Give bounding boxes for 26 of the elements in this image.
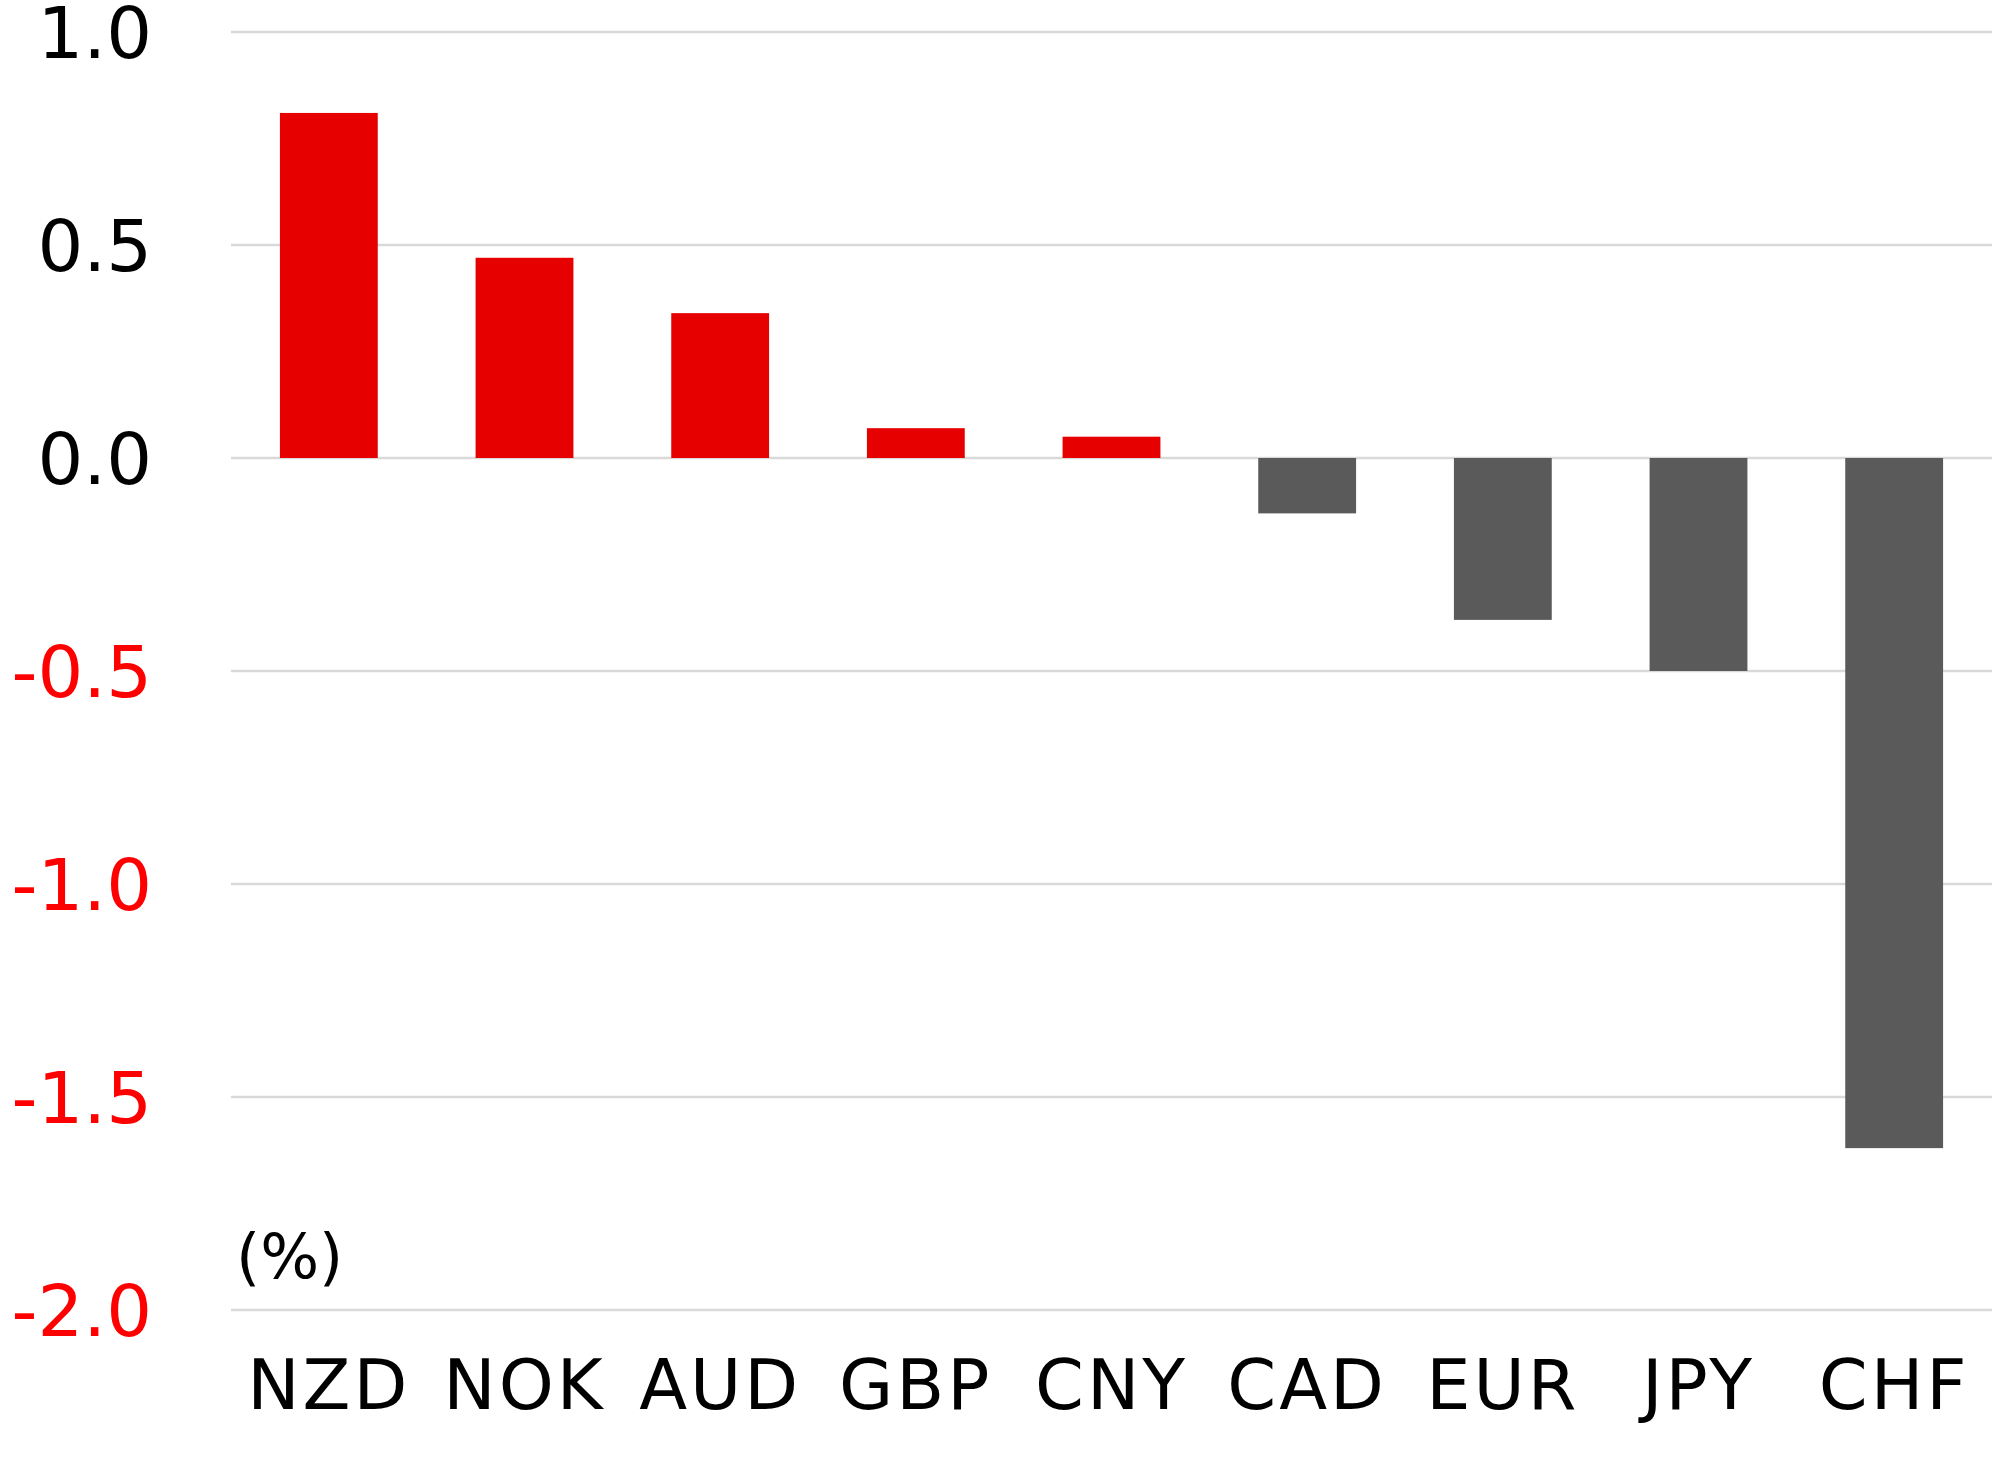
bar [1845, 458, 1944, 1149]
bar [866, 428, 965, 458]
x-tick-label: NZD [247, 1344, 411, 1426]
y-tick-label: 0.5 [37, 203, 152, 288]
x-tick-label: JPY [1637, 1344, 1756, 1426]
bar [279, 112, 378, 458]
bar [1649, 458, 1748, 671]
bar [1062, 436, 1161, 458]
bar [1258, 458, 1357, 514]
y-tick-label: 0.0 [37, 416, 152, 501]
x-tick-label: NOK [443, 1344, 606, 1426]
bar [671, 313, 770, 458]
x-tick-label: EUR [1426, 1344, 1580, 1426]
x-tick-label: AUD [639, 1344, 802, 1426]
y-axis-title: (%) [236, 1220, 344, 1293]
y-tick-label: -1.0 [11, 842, 152, 927]
x-tick-label: CAD [1227, 1344, 1387, 1426]
y-tick-label: 1.0 [37, 0, 152, 75]
y-tick-label: -2.0 [11, 1268, 152, 1353]
bar [1453, 458, 1552, 620]
x-tick-label: CHF [1818, 1344, 1970, 1426]
x-tick-label: GBP [839, 1344, 993, 1426]
y-tick-label: -1.5 [11, 1055, 152, 1140]
bar [475, 257, 574, 458]
y-tick-label: -0.5 [11, 629, 152, 714]
x-tick-label: CNY [1035, 1344, 1188, 1426]
